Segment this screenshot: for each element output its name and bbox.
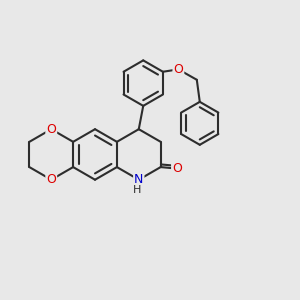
Text: O: O xyxy=(46,123,56,136)
Text: N: N xyxy=(134,173,143,186)
Text: O: O xyxy=(173,63,183,76)
Text: O: O xyxy=(46,173,56,186)
Text: O: O xyxy=(172,162,182,175)
Text: H: H xyxy=(133,184,142,194)
